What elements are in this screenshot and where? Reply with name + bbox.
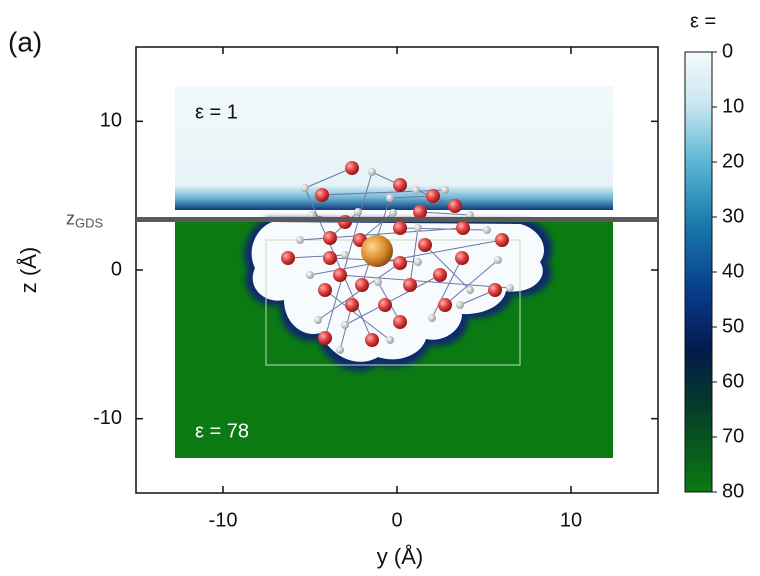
hydrogen xyxy=(483,226,491,234)
bond xyxy=(389,195,434,199)
hydrogen xyxy=(314,316,322,324)
oxygen xyxy=(378,298,392,312)
y-tick-label: 0 xyxy=(111,258,122,280)
hydrogen xyxy=(441,186,449,194)
colorbar-tick-label: 60 xyxy=(722,370,744,392)
x-tick-label: -10 xyxy=(209,509,238,531)
oxygen xyxy=(345,161,359,175)
hydrogen xyxy=(341,321,349,329)
oxygen xyxy=(413,205,427,219)
colorbar-tick-label: 30 xyxy=(722,205,744,227)
interface-subscript: GDS xyxy=(75,216,104,231)
annotation: ε = 78 xyxy=(195,420,249,442)
oxygen xyxy=(281,251,295,265)
x-tick-label: 10 xyxy=(560,509,582,531)
bond xyxy=(304,167,353,189)
oxygen xyxy=(403,278,417,292)
bond xyxy=(419,211,471,216)
hydrogen xyxy=(301,184,309,192)
bond xyxy=(424,244,471,291)
hydrogen xyxy=(428,314,436,322)
oxygen xyxy=(318,283,332,297)
oxygen xyxy=(393,178,407,192)
hydrogen xyxy=(494,256,502,264)
hydrogen xyxy=(389,209,397,217)
bond xyxy=(444,259,499,306)
oxygen xyxy=(333,268,347,282)
hydrogen xyxy=(386,336,394,344)
oxygen xyxy=(488,283,502,297)
hydrogen xyxy=(414,224,422,232)
y-axis-label: z (Å) xyxy=(16,247,41,293)
oxygen xyxy=(455,251,469,265)
box-outline xyxy=(265,239,521,366)
hydrogen xyxy=(412,186,420,194)
hydrogen xyxy=(368,168,376,176)
bond xyxy=(431,257,463,319)
colorbar-tick-label: 50 xyxy=(722,315,744,337)
oxygen xyxy=(495,233,509,247)
y-tick-label: -10 xyxy=(93,407,122,429)
oxygen xyxy=(433,268,447,282)
interface-label: zGDS xyxy=(66,208,104,231)
oxygen xyxy=(426,189,440,203)
oxygen xyxy=(318,331,332,345)
colorbar-title: ε = xyxy=(690,10,716,32)
y-tick-label: 10 xyxy=(100,110,122,132)
hydrogen xyxy=(456,301,464,309)
hydrogen xyxy=(414,258,422,266)
x-tick-label: 0 xyxy=(391,509,402,531)
oxygen xyxy=(393,315,407,329)
oxygen xyxy=(393,221,407,235)
bond xyxy=(304,187,373,341)
oxygen xyxy=(418,238,432,252)
oxygen xyxy=(315,188,329,202)
oxygen xyxy=(456,221,470,235)
colorbar-tick-label: 40 xyxy=(722,260,744,282)
colorbar-tick-label: 10 xyxy=(722,95,744,117)
oxygen xyxy=(355,278,369,292)
bond xyxy=(317,262,401,321)
oxygen xyxy=(323,251,337,265)
oxygen xyxy=(365,333,379,347)
annotation: ε = 1 xyxy=(195,101,238,123)
ion xyxy=(361,235,393,267)
bond xyxy=(409,227,419,286)
colorbar xyxy=(684,51,713,493)
panel-label: (a) xyxy=(8,26,42,57)
hydrogen xyxy=(296,236,304,244)
oxygen xyxy=(448,199,462,213)
hydrogen xyxy=(374,278,382,286)
hydrogen xyxy=(386,194,394,202)
oxygen xyxy=(438,298,452,312)
bond xyxy=(339,274,511,289)
oxygen xyxy=(345,298,359,312)
oxygen xyxy=(393,256,407,270)
hydrogen xyxy=(341,251,349,259)
hydrogen xyxy=(466,286,474,294)
interface-symbol: z xyxy=(66,208,75,228)
bond xyxy=(321,189,446,196)
hydrogen xyxy=(336,346,344,354)
colorbar-tick-label: 20 xyxy=(722,150,744,172)
colorbar-tick-label: 80 xyxy=(722,480,744,502)
hydrogen xyxy=(354,208,362,216)
x-axis-label: y (Å) xyxy=(377,544,423,569)
hydrogen xyxy=(506,284,514,292)
oxygen xyxy=(323,231,337,245)
colorbar-tick-label: 70 xyxy=(722,425,744,447)
colorbar-tick-label: 0 xyxy=(722,40,733,62)
plot-area xyxy=(175,86,613,458)
hydrogen xyxy=(306,271,314,279)
bond xyxy=(344,274,441,326)
vacuum-region xyxy=(175,86,613,210)
